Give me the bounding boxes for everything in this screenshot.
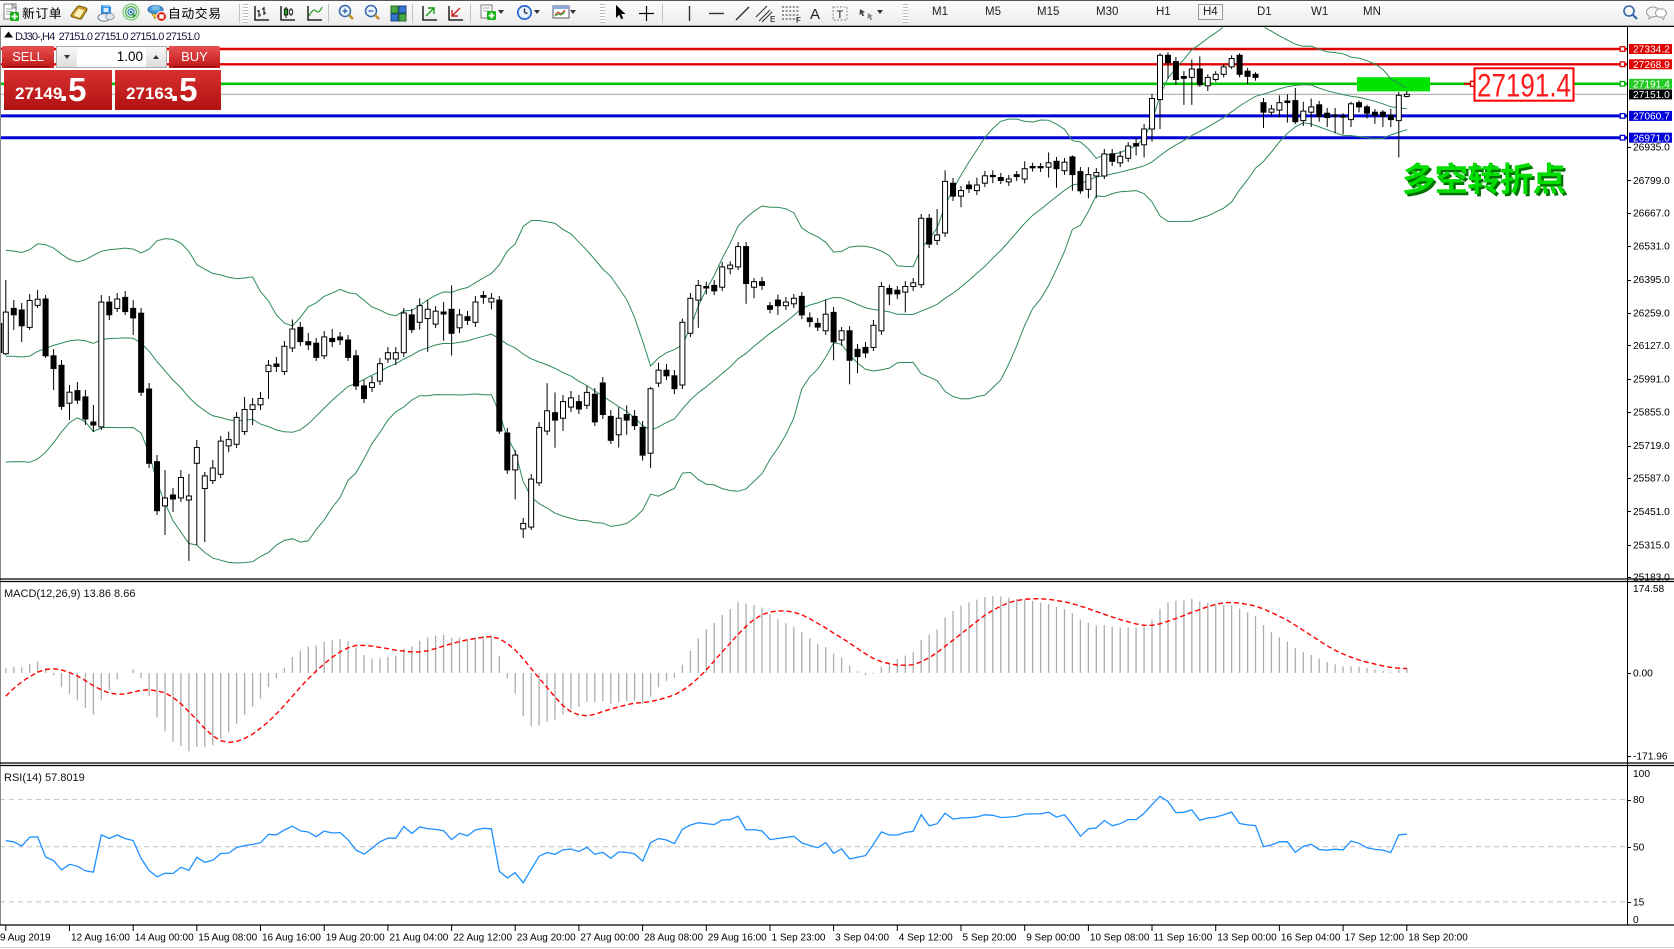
svg-text:21 Aug 04:00: 21 Aug 04:00	[389, 933, 448, 944]
svg-text:18 Sep 20:00: 18 Sep 20:00	[1408, 933, 1468, 944]
svg-text:26259.0: 26259.0	[1633, 309, 1670, 320]
svg-text:DJ30-,H4 27151.0 27151.0 2715: DJ30-,H4 27151.0 27151.0 27151.0 27151.0	[15, 31, 200, 43]
svg-text:29 Aug 16:00: 29 Aug 16:00	[708, 933, 767, 944]
svg-text:25587.0: 25587.0	[1633, 474, 1670, 485]
svg-text:27 Aug 00:00: 27 Aug 00:00	[580, 933, 639, 944]
svg-text:80: 80	[1633, 795, 1645, 806]
svg-text:27191.4: 27191.4	[1633, 79, 1670, 90]
svg-text:23 Aug 20:00: 23 Aug 20:00	[517, 933, 576, 944]
svg-text:4 Sep 12:00: 4 Sep 12:00	[899, 933, 953, 944]
svg-text:100: 100	[1633, 769, 1650, 780]
svg-text:27191.4: 27191.4	[1477, 68, 1571, 104]
svg-text:50: 50	[1633, 842, 1645, 853]
svg-text:27151.0: 27151.0	[1633, 90, 1670, 101]
svg-text:16 Sep 04:00: 16 Sep 04:00	[1281, 933, 1341, 944]
svg-text:174.58: 174.58	[1633, 584, 1664, 595]
svg-text:RSI(14) 57.8019: RSI(14) 57.8019	[4, 772, 85, 784]
svg-text:3 Sep 04:00: 3 Sep 04:00	[835, 933, 889, 944]
svg-text:12 Aug 16:00: 12 Aug 16:00	[71, 933, 130, 944]
svg-text:26799.0: 26799.0	[1633, 176, 1670, 187]
svg-text:0.00: 0.00	[1633, 668, 1653, 679]
svg-text:9 Sep 00:00: 9 Sep 00:00	[1026, 933, 1080, 944]
svg-text:26395.0: 26395.0	[1633, 275, 1670, 286]
svg-text:25719.0: 25719.0	[1633, 441, 1670, 452]
svg-text:10 Sep 08:00: 10 Sep 08:00	[1090, 933, 1150, 944]
svg-text:5 Sep 20:00: 5 Sep 20:00	[963, 933, 1017, 944]
svg-text:27268.9: 27268.9	[1633, 60, 1670, 71]
svg-text:F: F	[796, 16, 801, 24]
svg-text:13 Sep 00:00: 13 Sep 00:00	[1217, 933, 1277, 944]
svg-text:0: 0	[1633, 915, 1639, 926]
svg-text:MACD(12,26,9) 13.86 8.66: MACD(12,26,9) 13.86 8.66	[4, 588, 135, 600]
svg-text:15 Aug 08:00: 15 Aug 08:00	[198, 933, 257, 944]
svg-text:28 Aug 08:00: 28 Aug 08:00	[644, 933, 703, 944]
svg-text:16 Aug 16:00: 16 Aug 16:00	[262, 933, 321, 944]
svg-text:15: 15	[1633, 897, 1645, 908]
svg-text:25855.0: 25855.0	[1633, 408, 1670, 419]
svg-text:27334.2: 27334.2	[1633, 45, 1670, 56]
svg-text:26971.0: 26971.0	[1633, 133, 1670, 144]
svg-text:9 Aug 2019: 9 Aug 2019	[0, 933, 51, 944]
svg-text:25991.0: 25991.0	[1633, 374, 1670, 385]
svg-text:1 Sep 23:00: 1 Sep 23:00	[772, 933, 826, 944]
svg-text:11 Sep 16:00: 11 Sep 16:00	[1154, 933, 1213, 944]
svg-text:-171.96: -171.96	[1633, 752, 1668, 763]
svg-text:T: T	[837, 9, 844, 21]
svg-text:17 Sep 12:00: 17 Sep 12:00	[1345, 933, 1405, 944]
svg-text:E: E	[770, 15, 775, 24]
svg-text:26531.0: 26531.0	[1633, 242, 1670, 253]
svg-text:19 Aug 20:00: 19 Aug 20:00	[326, 933, 385, 944]
svg-text:26667.0: 26667.0	[1633, 208, 1670, 219]
svg-text:26935.0: 26935.0	[1633, 143, 1670, 154]
svg-text:25315.0: 25315.0	[1633, 540, 1670, 551]
svg-text:25451.0: 25451.0	[1633, 507, 1670, 518]
svg-text:25183.0: 25183.0	[1633, 573, 1670, 584]
svg-text:14 Aug 00:00: 14 Aug 00:00	[135, 933, 194, 944]
svg-text:22 Aug 12:00: 22 Aug 12:00	[453, 933, 512, 944]
svg-text:A: A	[810, 6, 820, 23]
svg-text:26127.0: 26127.0	[1633, 341, 1670, 352]
svg-text:27060.7: 27060.7	[1633, 112, 1670, 123]
